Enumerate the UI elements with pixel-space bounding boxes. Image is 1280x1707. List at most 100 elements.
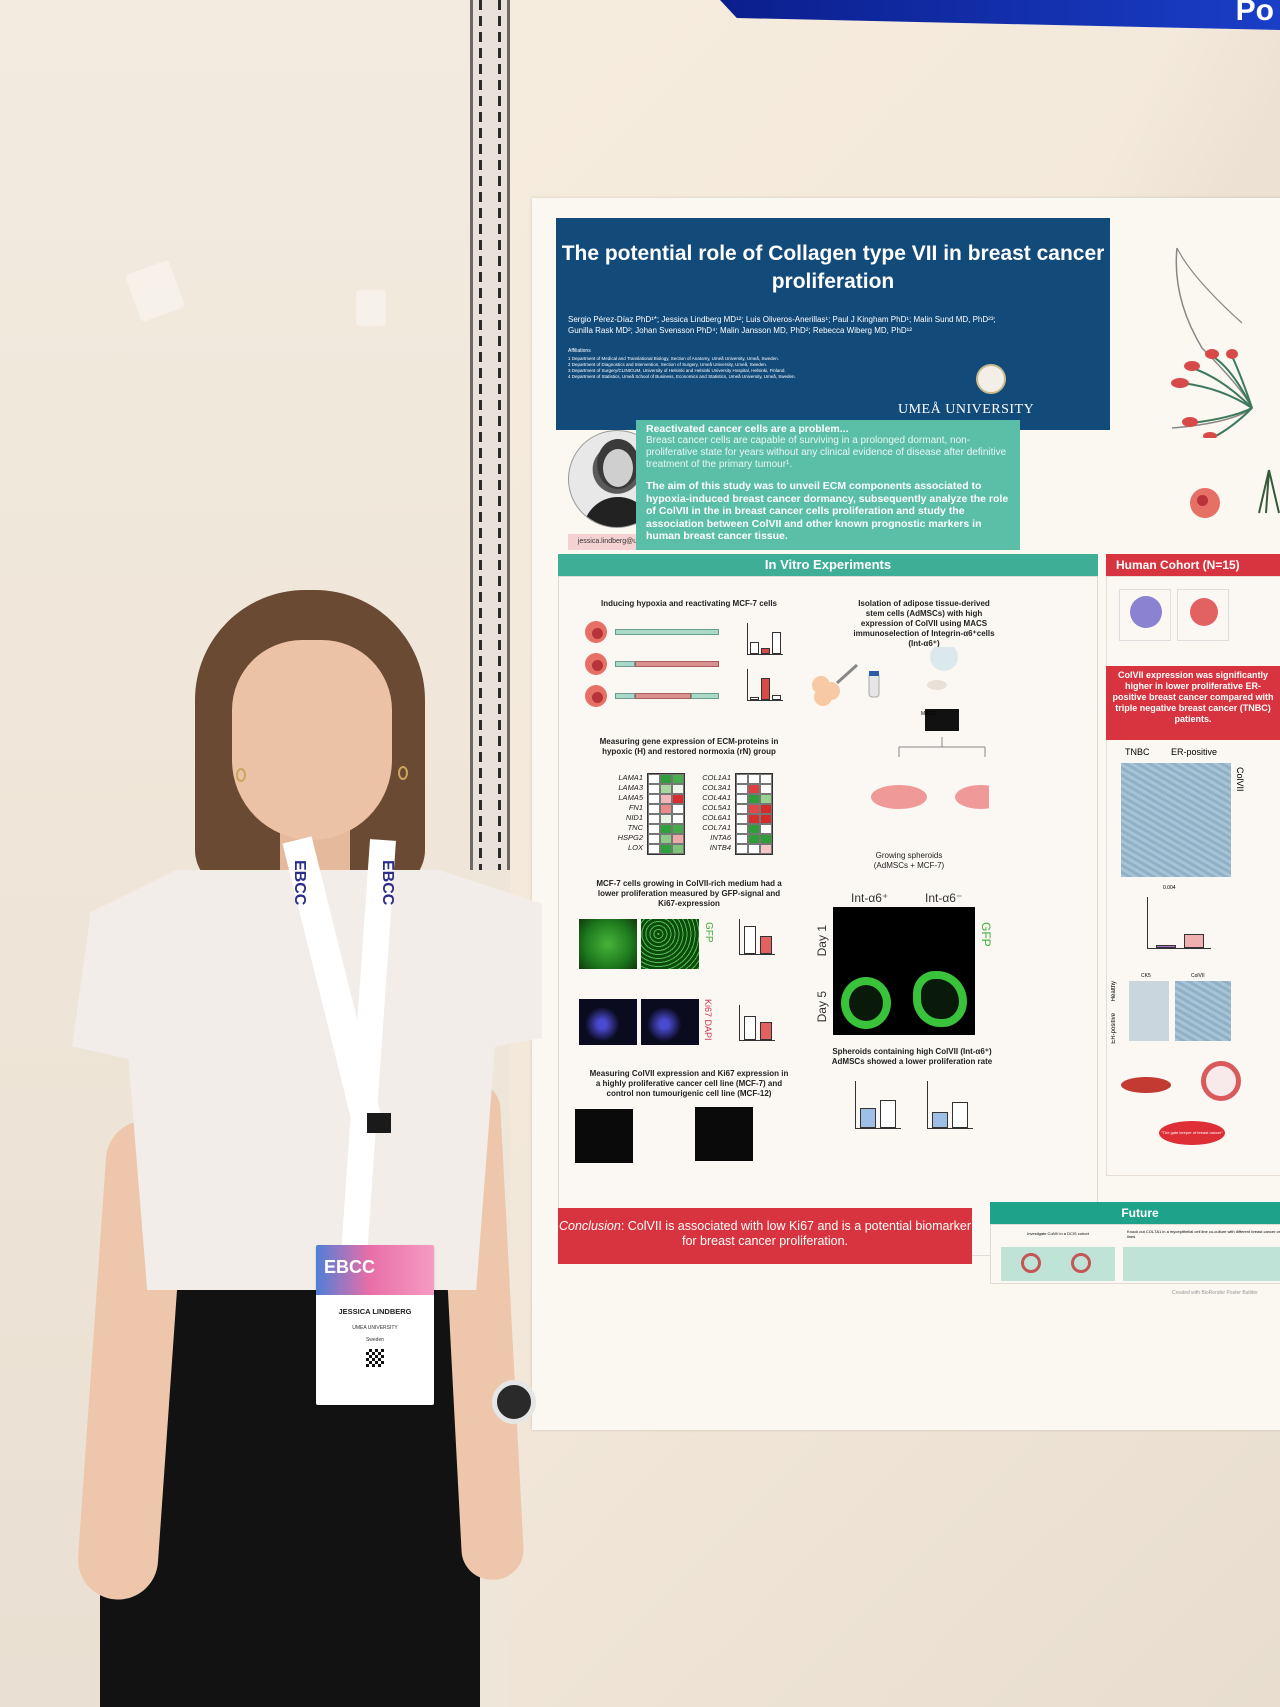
ck5-image (1129, 981, 1169, 1041)
bar (772, 695, 781, 700)
cohort-heading: Human Cohort (N=15) (1106, 554, 1280, 576)
gene-label: COL7A1 (702, 823, 731, 832)
breast-anatomy-illustration (1171, 247, 1253, 438)
bar-int-neg (952, 1102, 968, 1128)
gene-label: COL5A1 (702, 803, 731, 812)
bar-int-neg (880, 1100, 896, 1128)
cellline-title: Measuring ColVII expression and Ki67 exp… (589, 1069, 789, 1098)
duct-icon (1021, 1253, 1041, 1273)
duct-icon (1201, 1061, 1241, 1101)
university-seal-icon (976, 364, 1006, 394)
colvii-cohort-chart (1147, 897, 1211, 949)
authors-line-2: Gunilla Rask MD²; Johan Svensson PhD⁴; M… (568, 326, 912, 335)
gene-label: HSPG2 (617, 833, 643, 842)
in-vitro-section: Inducing hypoxia and reactivating MCF-7 … (558, 576, 1098, 1256)
affiliations-title: Affiliations (568, 348, 591, 354)
badge-organization: UMEA UNIVERSITY (352, 1325, 398, 1331)
affiliation: 4 Department of Statistics, Umeå School … (568, 374, 796, 379)
bar-int-pos (860, 1108, 876, 1128)
badge-header: EBCC (316, 1245, 434, 1295)
cell-icon (585, 621, 607, 643)
affiliation: 1 Department of Medical and Translationa… (568, 356, 779, 361)
future-panel-2 (1123, 1247, 1280, 1281)
cohort-finding: ColVII expression was significantly high… (1106, 666, 1280, 740)
gene-label: LAMA3 (618, 783, 643, 792)
affiliation: 3 Department of Surgery/CLINICUM, Univer… (568, 368, 786, 373)
hypoxia-title: Inducing hypoxia and reactivating MCF-7 … (600, 599, 778, 608)
timeline-hypoxia (635, 661, 719, 667)
timeline-normoxia (615, 693, 635, 699)
isolation-title: Isolation of adipose tissue-derived stem… (853, 599, 995, 648)
bar (750, 642, 759, 654)
genes-right: COL1A1 COL3A1 COL4A1 COL5A1 COL6A1 COL7A… (687, 773, 731, 853)
growing-spheroids-label: Growing spheroids (AdMSCs + MCF-7) (873, 851, 945, 870)
tnbc-label: TNBC (1125, 747, 1150, 757)
timeline-normoxia (691, 693, 719, 699)
mini-bar-chart (747, 623, 783, 655)
lanyard-buckle (367, 1113, 391, 1133)
gene-label: TNC (627, 823, 643, 832)
ki67-label: Ki67 DAPI (703, 999, 713, 1041)
ck5-label: CK5 (1141, 973, 1151, 979)
future-panel-1 (1001, 1247, 1115, 1281)
badge-event-logo: EBCC (324, 1257, 376, 1277)
medium-title: MCF-7 cells growing in ColVII-rich mediu… (596, 879, 782, 908)
gene-label: COL3A1 (702, 783, 731, 792)
future-item-1: Investigate ColVII in a DCIS cohort (1027, 1231, 1089, 1236)
bar (772, 632, 781, 654)
gene-label: INTB4 (709, 843, 731, 852)
bar (761, 648, 770, 654)
er-positive-label: ER-positive (1111, 1013, 1117, 1044)
university-name: UMEÅ UNIVERSITY (898, 402, 1035, 417)
conclusion-label: Conclusion (558, 1219, 621, 1233)
mcf-image-grid (575, 1109, 633, 1163)
intro-heading: Reactivated cancer cells are a problem..… (646, 423, 849, 435)
tnbc-cell-card (1119, 589, 1171, 641)
gene-label: NID1 (625, 813, 643, 822)
gene-label: LAMA1 (618, 773, 643, 782)
colvii-label: ColVII (1191, 973, 1205, 979)
intro-box: Reactivated cancer cells are a problem..… (636, 420, 1020, 550)
gene-label: LAMA5 (618, 793, 643, 802)
gfp-image-0 (579, 919, 637, 969)
healthy-label: Healthy (1111, 981, 1117, 1002)
int-pos-label: Int-α6⁺ (851, 891, 889, 905)
wristwatch-icon (492, 1380, 536, 1424)
spheroid-image-grid (833, 907, 975, 1035)
macs-label: MACS (921, 711, 936, 717)
authors-line-1: Sergio Pérez-Díaz PhD¹*; Jessica Lindber… (568, 315, 996, 324)
references (560, 1272, 970, 1277)
conclusion-box: Conclusion: ColVII is associated with lo… (558, 1208, 972, 1264)
int-neg-label: Int-α6⁻ (925, 891, 963, 905)
timeline-normoxia (615, 629, 719, 635)
cancer-cell-icon (1190, 488, 1220, 518)
day1-label: Day 1 (815, 925, 829, 957)
er-label: ER-positive (1171, 747, 1218, 757)
ki67-image-0 (579, 999, 637, 1045)
day5-label: Day 5 (815, 991, 829, 1023)
bar-int-pos (932, 1112, 948, 1128)
photo-head (603, 449, 633, 487)
earring-icon (236, 768, 246, 782)
research-poster: The potential role of Collagen type VII … (532, 198, 1280, 1430)
timeline-hypoxia (635, 693, 691, 699)
lanyard-logo: EBCC (291, 860, 308, 906)
gfp-label: GFP (979, 922, 993, 947)
bar-tnbc (1156, 945, 1176, 948)
ki67-bar-chart (739, 1005, 775, 1041)
future-section: Investigate ColVII in a DCIS cohort Knoc… (990, 1224, 1280, 1284)
ki67-image-20 (641, 999, 699, 1045)
gene-expression-title: Measuring gene expression of ECM-protein… (599, 737, 779, 756)
cell-icon (585, 653, 607, 675)
affiliation: 2 Department of Diagnostics and Interven… (568, 362, 768, 367)
cell-icon (585, 685, 607, 707)
gene-label: COL1A1 (702, 773, 731, 782)
spheroid-day5-pos (841, 977, 891, 1029)
duct-icon (1071, 1253, 1091, 1273)
study-aim: The aim of this study was to unveil ECM … (646, 480, 1009, 542)
stain-label: ColVII (1235, 767, 1245, 792)
gene-label: LOX (627, 843, 643, 852)
in-vitro-heading: In Vitro Experiments (558, 554, 1098, 576)
gene-label: COL4A1 (702, 793, 731, 802)
myoepithelial-cell-icon (1121, 1077, 1171, 1093)
